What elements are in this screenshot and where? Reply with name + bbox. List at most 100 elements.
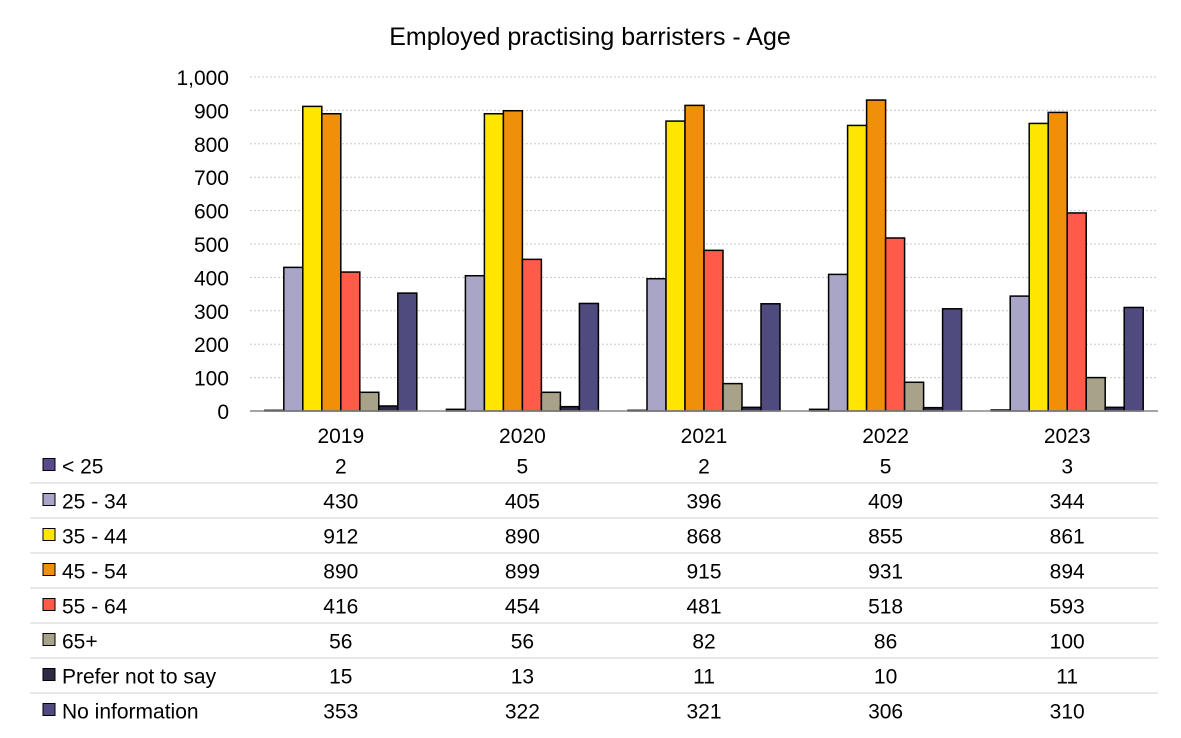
legend-swatch: [42, 493, 56, 506]
data-label: 405: [505, 491, 540, 514]
y-tick-label: 500: [194, 234, 229, 257]
bar: [359, 391, 380, 412]
x-tick-label: 2020: [499, 425, 546, 448]
legend-label: 55 - 64: [62, 596, 128, 619]
bar: [684, 104, 705, 412]
legend-label: No information: [62, 701, 199, 724]
bar: [540, 391, 562, 412]
data-label: 890: [505, 526, 540, 549]
data-label: 409: [868, 491, 903, 514]
data-label: 344: [1050, 491, 1085, 514]
data-label: 894: [1050, 561, 1085, 584]
y-axis-ticks: 0 100 200 300 400 500 600 700 800 900 1,000: [176, 67, 229, 424]
y-tick-label: 600: [194, 201, 229, 224]
data-label: 15: [329, 666, 352, 689]
y-tick-label: 200: [194, 334, 229, 357]
data-label: 855: [868, 526, 903, 549]
data-label: 353: [323, 701, 358, 724]
bar: [521, 258, 543, 412]
legend-swatch: [42, 528, 56, 541]
bar: [1123, 306, 1144, 412]
bar: [646, 277, 667, 412]
x-tick-label: 2019: [317, 425, 364, 448]
data-label: 454: [505, 596, 540, 619]
data-label: 518: [868, 596, 903, 619]
bar: [340, 271, 361, 412]
data-label: 481: [686, 596, 721, 619]
x-axis: 2019 2020 2021 2022 2023: [250, 410, 1158, 448]
y-tick-label: 400: [194, 267, 229, 290]
bar: [703, 249, 724, 412]
bar: [846, 124, 868, 412]
data-label: 861: [1050, 526, 1085, 549]
legend-label: 25 - 34: [62, 491, 128, 514]
data-label: 100: [1050, 631, 1085, 654]
bar: [941, 308, 963, 412]
data-table: < 25 2 5 2 5 3 25 - 34 430 405 396 409 344 35 - 44 91…: [30, 456, 1158, 724]
bar: [483, 112, 505, 412]
y-tick-label: 700: [194, 167, 229, 190]
bar: [1047, 111, 1068, 412]
data-label: 430: [323, 491, 358, 514]
bar: [1066, 212, 1087, 412]
data-label: 306: [868, 701, 903, 724]
chart-title: Employed practising barristers - Age: [389, 23, 791, 51]
data-label: 56: [329, 631, 352, 654]
legend-label: < 25: [62, 456, 103, 479]
bars: [264, 99, 1144, 412]
legend-swatch: [42, 598, 56, 611]
data-label: 899: [505, 561, 540, 584]
bar: [722, 382, 743, 412]
bar: [378, 405, 399, 412]
bar: [464, 274, 486, 412]
legend-label: 65+: [62, 631, 98, 654]
bar: [397, 292, 418, 412]
legend-swatch: [42, 668, 56, 681]
bar: [502, 109, 524, 412]
data-label: 931: [868, 561, 903, 584]
bar: [283, 266, 304, 412]
data-label: 396: [686, 491, 721, 514]
data-label: 3: [1061, 456, 1073, 479]
data-label: 11: [693, 666, 715, 689]
bar: [1009, 295, 1030, 412]
legend-label: 45 - 54: [62, 561, 128, 584]
bar: [884, 237, 906, 412]
data-label: 890: [323, 561, 358, 584]
x-tick-label: 2021: [681, 425, 728, 448]
bar: [302, 105, 323, 412]
data-label: 56: [511, 631, 534, 654]
data-label: 915: [686, 561, 721, 584]
data-label: 868: [686, 526, 721, 549]
x-tick-label: 2022: [862, 425, 909, 448]
data-label: 5: [880, 456, 892, 479]
data-label: 310: [1050, 701, 1085, 724]
data-label: 82: [692, 631, 715, 654]
y-tick-label: 0: [217, 401, 229, 424]
legend-swatch: [42, 563, 56, 576]
bar: [578, 302, 600, 412]
data-label: 86: [874, 631, 897, 654]
y-tick-label: 100: [194, 368, 229, 391]
data-label: 5: [517, 456, 529, 479]
y-tick-label: 1,000: [176, 67, 229, 90]
data-label: 2: [698, 456, 710, 479]
legend-label: Prefer not to say: [62, 666, 217, 689]
data-label: 321: [686, 701, 721, 724]
bar: [827, 273, 849, 412]
data-label: 322: [505, 701, 540, 724]
data-label: 11: [1056, 666, 1078, 689]
bar: [665, 120, 686, 412]
data-label: 13: [511, 666, 534, 689]
legend-swatch: [42, 458, 56, 471]
y-tick-label: 300: [194, 301, 229, 324]
y-tick-label: 800: [194, 134, 229, 157]
bar: [865, 99, 887, 412]
legend-label: 35 - 44: [62, 526, 128, 549]
data-label: 912: [323, 526, 358, 549]
data-label: 2: [335, 456, 347, 479]
bar: [903, 381, 925, 412]
data-label: 593: [1050, 596, 1085, 619]
bar: [1028, 122, 1049, 412]
y-tick-label: 900: [194, 100, 229, 123]
